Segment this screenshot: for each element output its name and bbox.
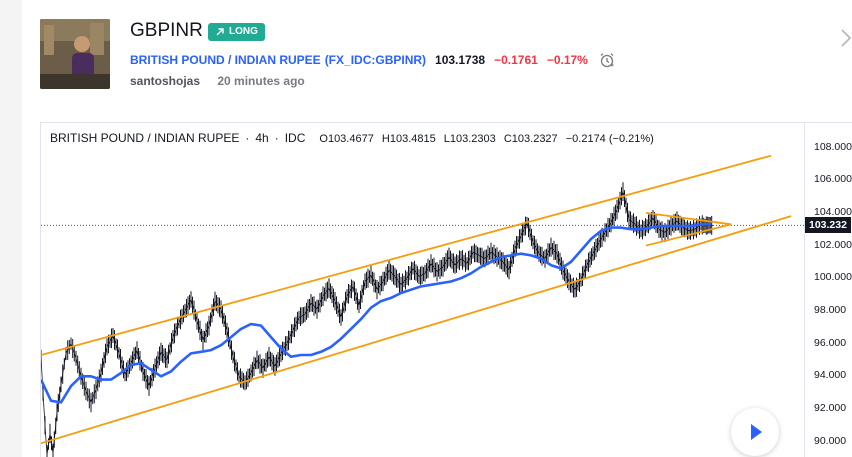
chevron-right-icon[interactable] bbox=[838, 26, 852, 50]
price-scale[interactable]: 108.000 106.000 104.000 102.000 100.000 98.00… bbox=[804, 123, 852, 457]
idea-header: GBPINR LONG BRITISH POUND / INDIAN RUPEE… bbox=[22, 0, 852, 110]
play-button[interactable] bbox=[731, 408, 779, 456]
legend-low: L103.2303 bbox=[443, 133, 496, 145]
triangle-upper-line bbox=[645, 211, 732, 226]
last-price-label: 103.232 bbox=[805, 217, 851, 234]
legend-ohlc: O103.4677 H103.4815 L103.2303 C103.2327 … bbox=[319, 133, 658, 145]
price-series-line bbox=[41, 190, 714, 455]
symbol-change: −0.1761 bbox=[494, 53, 538, 67]
legend-sep-1: · bbox=[245, 131, 250, 145]
legend-open: O103.4677 bbox=[319, 133, 374, 145]
price-chart[interactable] bbox=[41, 123, 852, 457]
author-avatar[interactable] bbox=[40, 19, 110, 89]
symbol-row: BRITISH POUND / INDIAN RUPEE (FX_IDC:GBP… bbox=[130, 51, 616, 69]
legend-change: −0.2174 (−0.21%) bbox=[565, 133, 654, 145]
arrow-up-right-icon bbox=[216, 28, 224, 36]
legend-source: IDC bbox=[284, 131, 306, 145]
symbol-name-link[interactable]: BRITISH POUND / INDIAN RUPEE bbox=[130, 53, 321, 67]
idea-title[interactable]: GBPINR bbox=[130, 20, 203, 41]
badge-label: LONG bbox=[229, 26, 258, 37]
price-tick-label: 108.000 bbox=[814, 140, 852, 153]
legend-sep-2: · bbox=[274, 131, 279, 145]
author-name[interactable]: santoshojas bbox=[130, 74, 201, 88]
price-tick-label: 96.000 bbox=[814, 336, 847, 349]
left-gutter bbox=[0, 0, 22, 457]
triangle-lower-line bbox=[645, 223, 732, 247]
symbol-price: 103.1738 bbox=[435, 53, 486, 67]
price-tick-label: 92.000 bbox=[814, 401, 847, 414]
chart-panel[interactable]: BRITISH POUND / INDIAN RUPEE · 4h · IDC … bbox=[40, 122, 852, 457]
price-tick-label: 94.000 bbox=[814, 369, 847, 382]
legend-interval: 4h bbox=[255, 131, 269, 145]
symbol-change-pct: −0.17% bbox=[546, 53, 588, 67]
price-tick-label: 90.000 bbox=[814, 434, 847, 447]
legend-close: C103.2327 bbox=[503, 133, 558, 145]
symbol-code-link[interactable]: (FX_IDC:GBPINR) bbox=[324, 53, 427, 67]
long-badge: LONG bbox=[208, 23, 265, 41]
price-tick-label: 98.000 bbox=[814, 303, 847, 316]
chart-legend: BRITISH POUND / INDIAN RUPEE · 4h · IDC … bbox=[50, 131, 659, 145]
alarm-clock-icon[interactable] bbox=[598, 51, 616, 69]
price-tick-label: 102.000 bbox=[814, 238, 852, 251]
price-tick-label: 106.000 bbox=[814, 173, 852, 186]
posted-time: 20 minutes ago bbox=[217, 74, 305, 88]
play-icon bbox=[751, 424, 762, 440]
legend-high: H103.4815 bbox=[381, 133, 436, 145]
author-row: santoshojas 20 minutes ago bbox=[130, 74, 305, 88]
channel-lower-line bbox=[41, 215, 792, 445]
legend-symbol: BRITISH POUND / INDIAN RUPEE bbox=[50, 131, 240, 145]
moving-average-line bbox=[41, 223, 711, 404]
price-tick-label: 100.000 bbox=[814, 271, 852, 284]
price-tick-label: 104.000 bbox=[814, 205, 852, 218]
channel-upper-line bbox=[41, 154, 772, 356]
